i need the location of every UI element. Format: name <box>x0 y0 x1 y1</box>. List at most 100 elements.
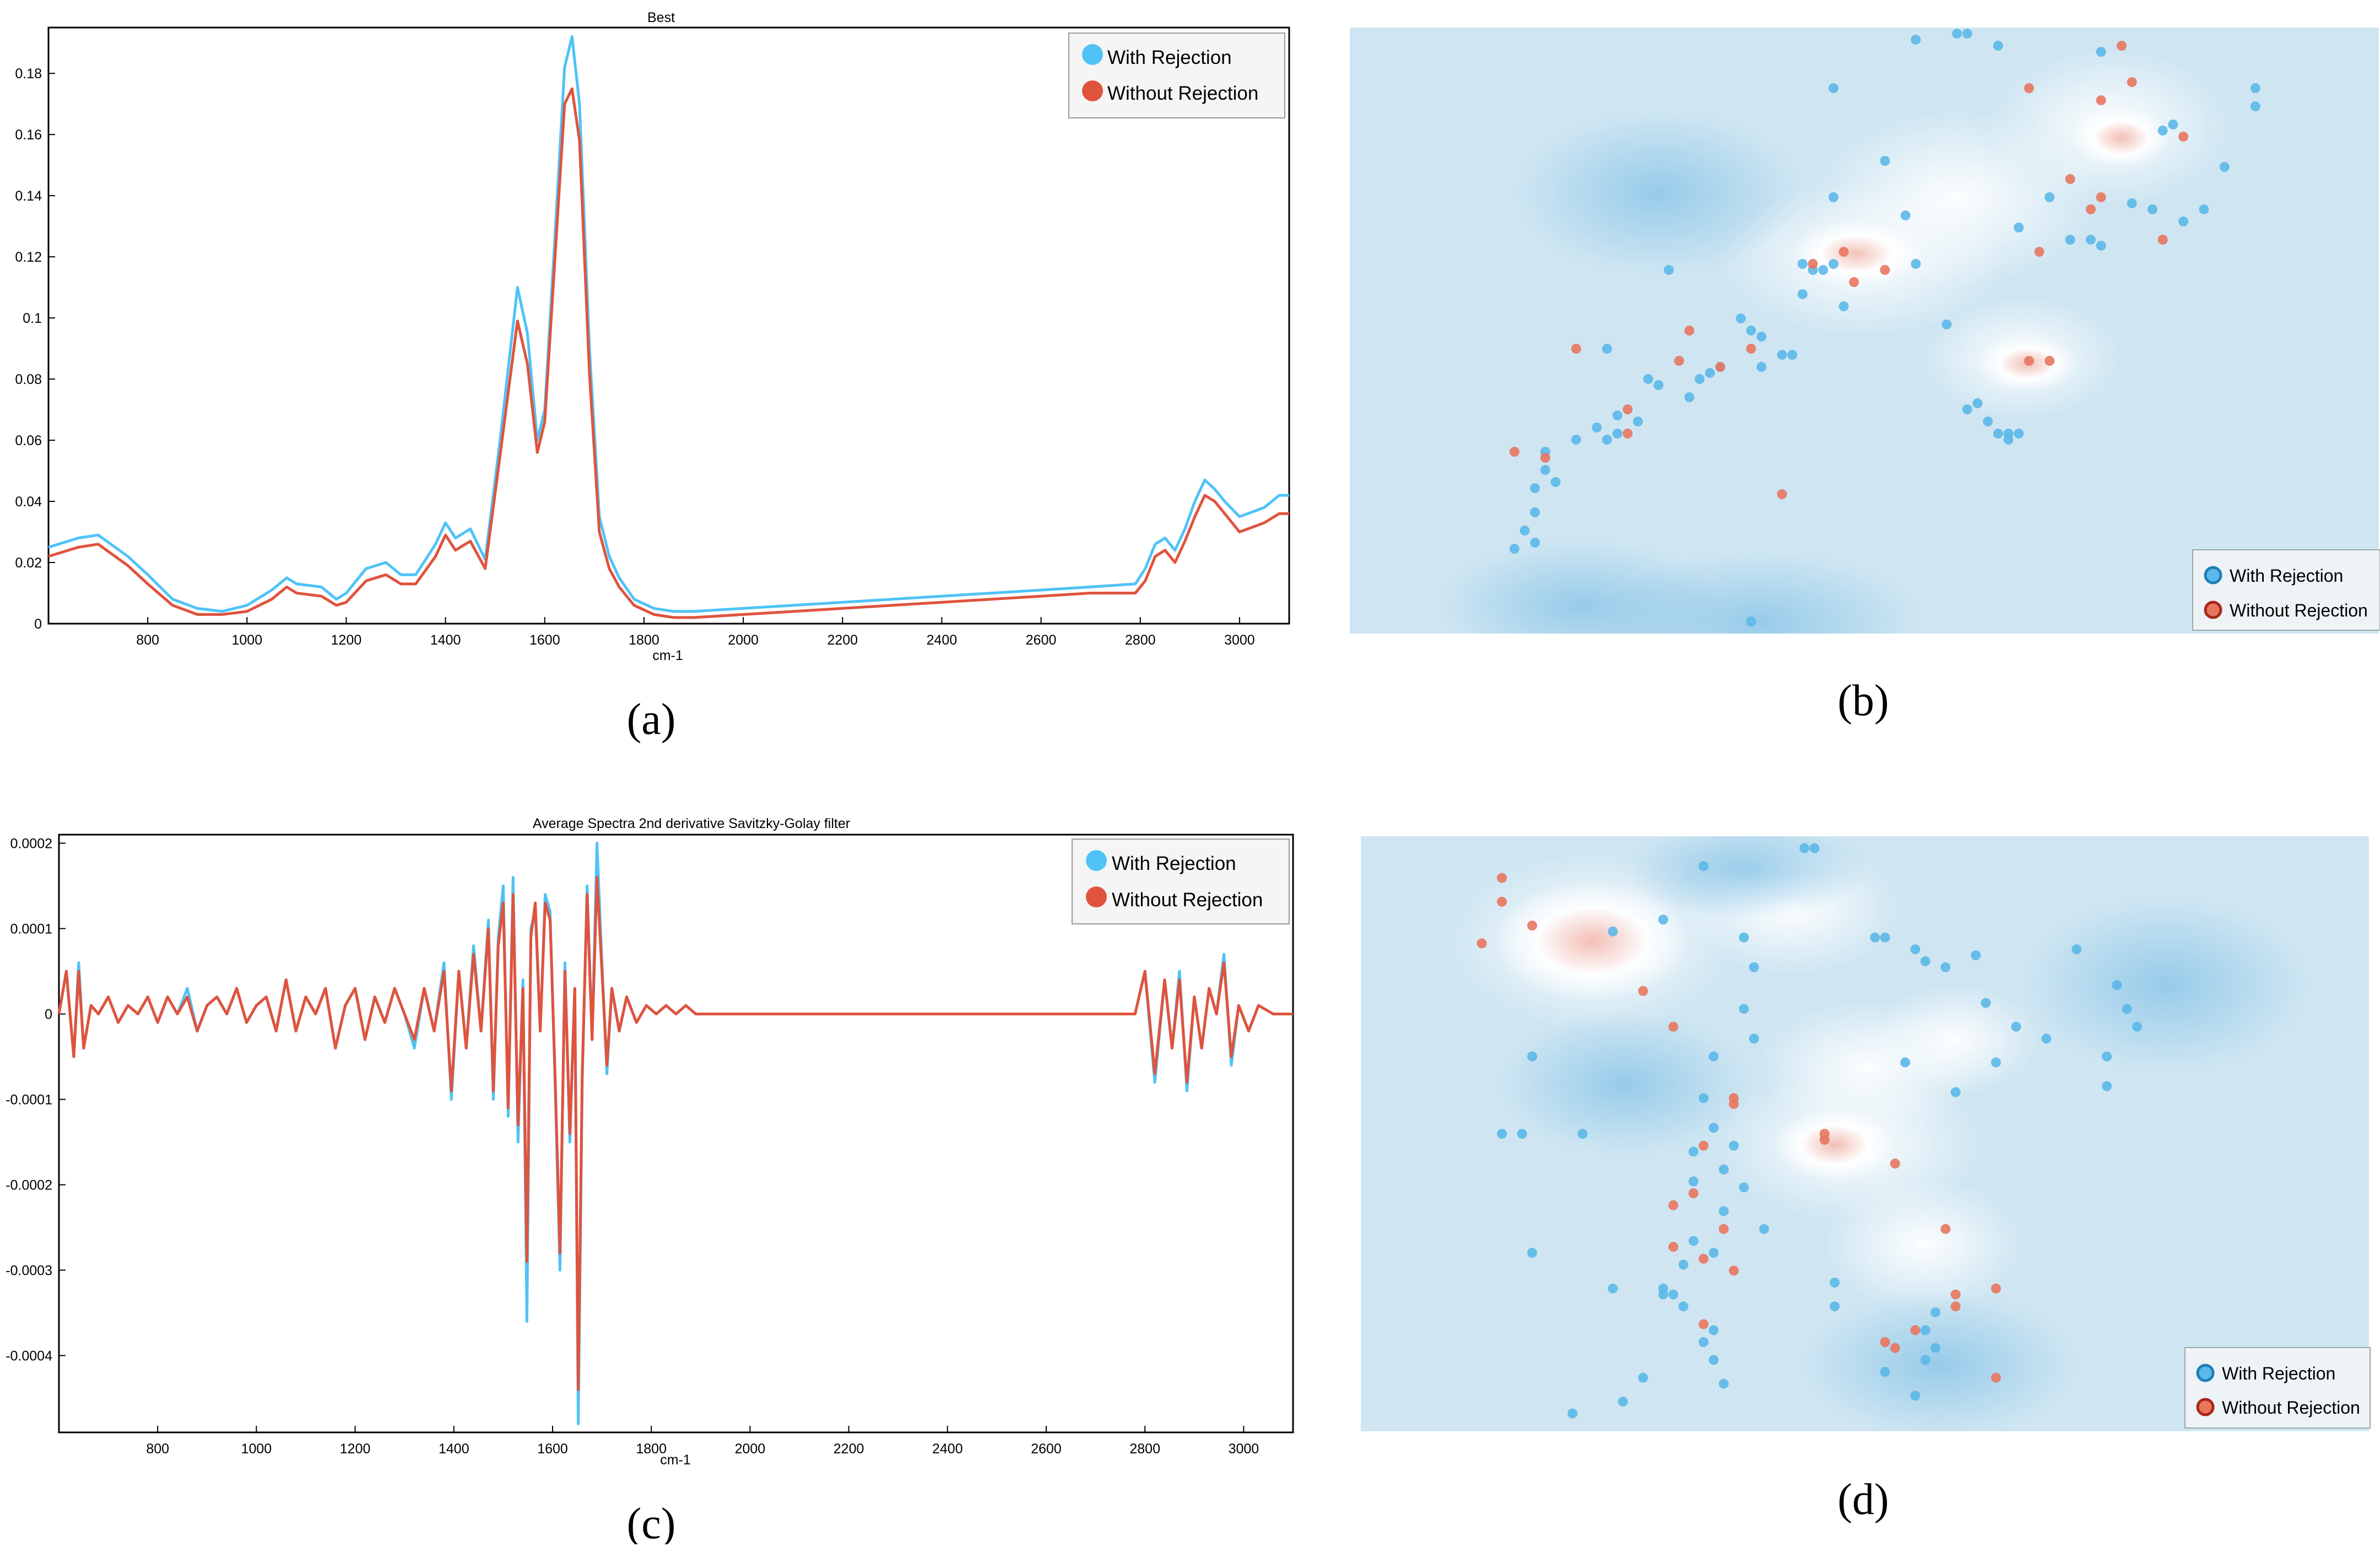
point-with-rejection <box>1930 1343 1941 1353</box>
series-line-with-rejection <box>48 35 1289 613</box>
chart-a-yticks: 0 0.02 0.04 0.06 0.08 0.1 0.12 0.14 0.16 0.18 <box>15 66 55 632</box>
point-with-rejection <box>1530 507 1540 517</box>
point-with-rejection <box>1880 156 1890 166</box>
point-with-rejection <box>1829 259 1838 269</box>
point-with-rejection <box>2102 1081 2112 1091</box>
chart-d-heatmap <box>1361 836 2369 1431</box>
panel-c: Average Spectra 2nd derivative Savitzky-… <box>6 816 1294 1547</box>
x-tick-label: 2200 <box>834 1441 864 1457</box>
point-with-rejection <box>1643 374 1653 384</box>
point-with-rejection <box>1739 1182 1749 1193</box>
y-tick-label: 0.12 <box>15 250 42 265</box>
point-with-rejection <box>1797 259 1808 269</box>
point-without-rejection <box>2086 204 2096 214</box>
point-with-rejection <box>1787 350 1798 360</box>
point-without-rejection <box>1990 1283 2001 1294</box>
point-with-rejection <box>1981 998 1991 1008</box>
point-without-rejection <box>1746 344 1756 354</box>
point-without-rejection <box>2096 192 2106 202</box>
point-without-rejection <box>1668 1200 1679 1210</box>
chart-b-legend-marker-without <box>2204 601 2222 619</box>
chart-c-xticks: 800 1000 1200 1400 1600 1800 2000 2200 2400 2600 2… <box>146 1426 1259 1457</box>
point-with-rejection <box>1699 861 1709 871</box>
point-with-rejection <box>1910 1391 1921 1401</box>
point-with-rejection <box>1527 1051 1538 1062</box>
point-with-rejection <box>1838 301 1849 311</box>
x-tick-label: 2800 <box>1129 1441 1160 1457</box>
point-with-rejection <box>1550 477 1561 487</box>
point-with-rejection <box>1930 1307 1941 1317</box>
point-with-rejection <box>2122 1004 2132 1014</box>
point-with-rejection <box>2003 429 2014 439</box>
x-tick-label: 3000 <box>1224 632 1255 648</box>
point-with-rejection <box>2148 204 2157 214</box>
point-with-rejection <box>1759 1224 1769 1234</box>
point-without-rejection <box>1527 921 1538 931</box>
chart-c-legend-box <box>1072 839 1290 924</box>
point-with-rejection <box>1818 265 1829 275</box>
point-without-rejection <box>1540 453 1550 463</box>
point-with-rejection <box>1809 843 1820 853</box>
chart-d-warm-blob <box>1873 985 2038 1095</box>
point-without-rejection <box>1880 1337 1890 1347</box>
y-tick-label: 0.08 <box>15 372 42 387</box>
chart-b-heatmap <box>1350 28 2379 634</box>
chart-c-legend-marker-with <box>1086 850 1107 871</box>
point-without-rejection <box>1668 1021 1679 1032</box>
y-tick-label: 0.18 <box>15 66 42 82</box>
chart-d-legend-marker-without <box>2196 1398 2215 1416</box>
x-tick-label: 2200 <box>827 632 858 648</box>
point-with-rejection <box>1940 962 1951 972</box>
point-with-rejection <box>1608 1283 1618 1294</box>
panel-d: With Rejection Without Rejection (d) <box>1361 836 2371 1524</box>
point-with-rejection <box>1678 1301 1689 1312</box>
chart-b-warm-blob <box>2071 107 2171 168</box>
series-line-without-rejection <box>48 87 1289 619</box>
point-with-rejection <box>1830 1301 1840 1312</box>
point-without-rejection <box>1718 1224 1729 1234</box>
y-tick-label: 0.1 <box>23 311 42 326</box>
point-with-rejection <box>2250 101 2260 111</box>
chart-a-title: Best <box>647 10 675 25</box>
point-with-rejection <box>1705 368 1715 378</box>
x-tick-label: 800 <box>146 1441 169 1457</box>
point-with-rejection <box>1950 1087 1961 1097</box>
point-with-rejection <box>1749 962 1759 972</box>
chart-b-legend-marker-with <box>2204 566 2222 585</box>
point-with-rejection <box>1739 932 1749 943</box>
chart-b-cool-blob <box>1438 540 1724 634</box>
chart-b-legend-without: Without Rejection <box>2230 601 2368 620</box>
x-tick-label: 1400 <box>439 1441 469 1457</box>
x-tick-label: 3000 <box>1229 1441 1259 1457</box>
series-line-without-rejection <box>57 876 1293 1391</box>
point-with-rejection <box>1664 265 1674 275</box>
point-without-rejection <box>2157 235 2168 245</box>
point-with-rejection <box>2127 198 2137 208</box>
point-without-rejection <box>2065 174 2075 184</box>
point-with-rejection <box>1718 1206 1729 1216</box>
chart-b-cool-blob <box>1515 110 1802 275</box>
point-without-rejection <box>1571 344 1581 354</box>
point-with-rejection <box>1612 429 1622 439</box>
point-with-rejection <box>2102 1051 2112 1062</box>
point-with-rejection <box>1708 1355 1719 1365</box>
chart-d-points <box>1476 843 2143 1419</box>
point-with-rejection <box>1900 1057 1911 1068</box>
point-without-rejection <box>1509 447 1519 457</box>
point-with-rejection <box>1577 1129 1588 1139</box>
point-with-rejection <box>1971 950 1981 960</box>
point-without-rejection <box>1838 247 1849 257</box>
point-with-rejection <box>1739 1004 1749 1014</box>
x-tick-label: 1000 <box>232 632 263 648</box>
point-without-rejection <box>1699 1140 1709 1151</box>
point-without-rejection <box>1674 356 1684 366</box>
point-without-rejection <box>1990 1372 2001 1383</box>
panel-b: With Rejection Without Rejection (b) <box>1350 28 2380 725</box>
point-without-rejection <box>2096 95 2106 105</box>
point-with-rejection <box>1608 926 1618 937</box>
chart-a-xlabel: cm-1 <box>652 648 683 663</box>
point-with-rejection <box>1830 1278 1840 1288</box>
point-with-rejection <box>1612 410 1622 420</box>
point-with-rejection <box>1911 35 1921 45</box>
point-with-rejection <box>1749 1034 1759 1044</box>
